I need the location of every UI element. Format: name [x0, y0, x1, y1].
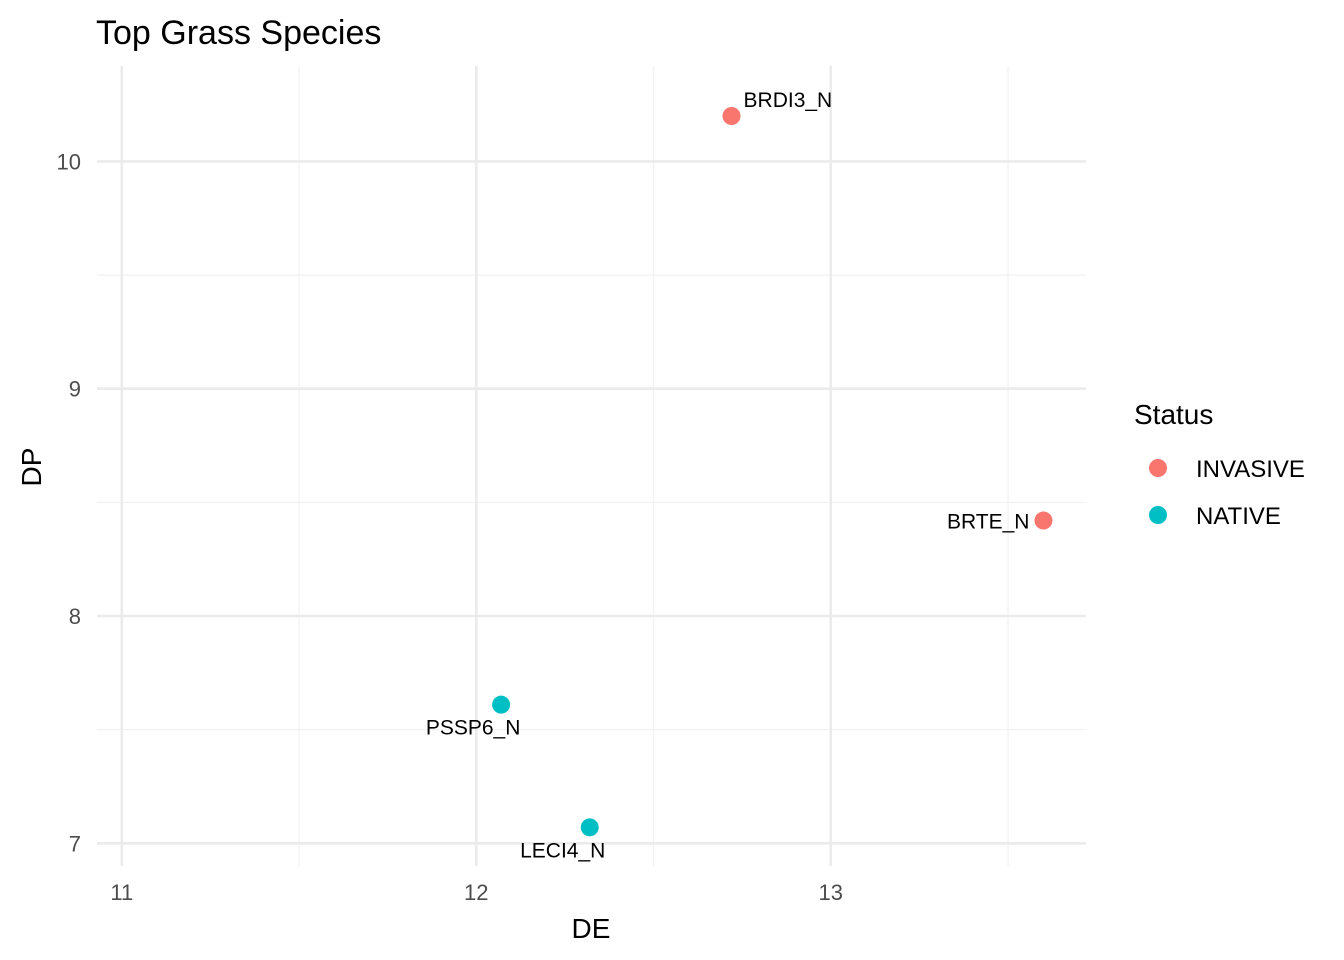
y-tick-label: 8 [69, 604, 81, 629]
point-label: BRDI3_N [744, 89, 833, 112]
point-label: LECI4_N [520, 839, 605, 862]
y-tick-label: 7 [69, 831, 81, 856]
legend-title: Status [1134, 399, 1213, 430]
data-point [722, 107, 741, 125]
data-point [1034, 511, 1053, 530]
y-axis-title: DP [16, 448, 47, 487]
x-tick-label: 13 [819, 880, 843, 905]
point-label: BRTE_N [947, 511, 1029, 534]
legend-key [1149, 459, 1167, 477]
chart-title: Top Grass Species [96, 14, 381, 52]
x-tick-label: 11 [110, 880, 133, 905]
grid [97, 66, 1086, 866]
x-axis-ticks: 11 12 13 [110, 880, 843, 905]
data-point [580, 818, 599, 837]
y-tick-label: 10 [57, 149, 81, 174]
legend-key [1149, 506, 1167, 524]
data-points: BRDI3_N BRTE_N PSSP6_N LECI4_N [426, 89, 1053, 862]
y-axis-ticks: 7 8 9 10 [57, 149, 81, 856]
data-point [492, 695, 511, 714]
x-axis-title: DE [572, 913, 611, 944]
point-label: PSSP6_N [426, 717, 521, 740]
y-tick-label: 9 [69, 377, 81, 402]
legend: Status INVASIVE NATIVE [1134, 399, 1305, 530]
legend-label: INVASIVE [1196, 456, 1305, 483]
x-tick-label: 12 [464, 880, 488, 905]
legend-label: NATIVE [1196, 503, 1281, 530]
